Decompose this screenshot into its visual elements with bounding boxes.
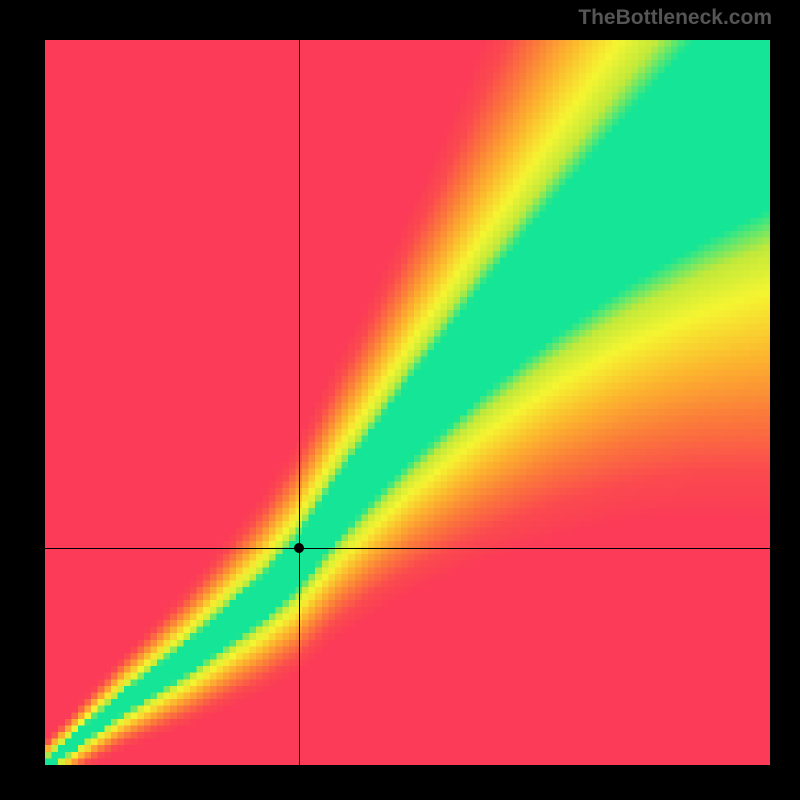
crosshair-vertical xyxy=(299,40,300,765)
crosshair-marker xyxy=(294,543,304,553)
crosshair-horizontal xyxy=(45,548,770,549)
watermark-text: TheBottleneck.com xyxy=(578,6,772,30)
heatmap-canvas xyxy=(45,40,770,765)
heatmap-plot xyxy=(45,40,770,765)
